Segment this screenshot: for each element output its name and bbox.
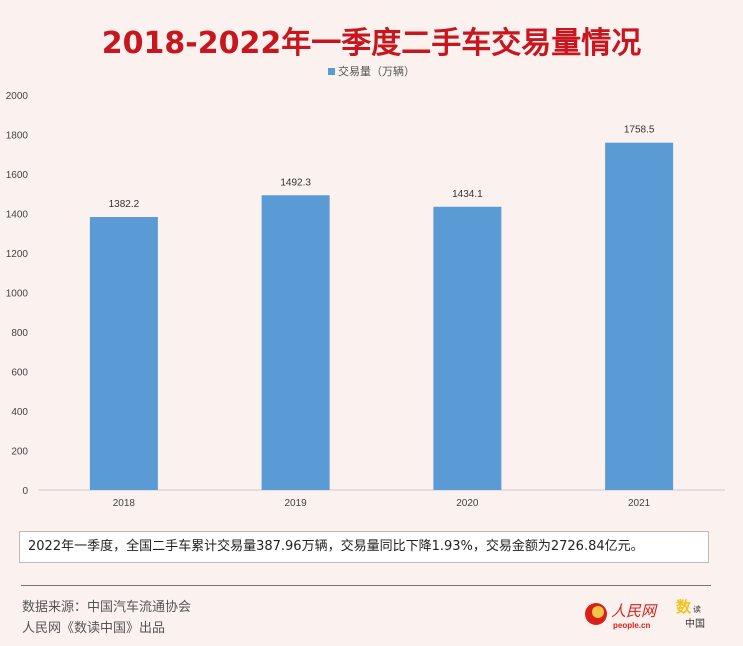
y-tick-label: 1600	[6, 170, 29, 181]
svg-text:数: 数	[676, 598, 692, 616]
data-label: 1382.2	[109, 199, 140, 210]
bar	[605, 142, 674, 491]
y-tick-label: 400	[11, 407, 28, 418]
x-tick-label: 2018	[113, 498, 136, 509]
y-tick-label: 800	[11, 328, 28, 339]
data-label: 1758.5	[624, 125, 655, 136]
legend: 交易量（万辆）	[0, 63, 743, 79]
x-tick-label: 2019	[285, 498, 308, 509]
legend-label: 交易量（万辆）	[338, 65, 415, 78]
svg-text:人民网: 人民网	[611, 602, 658, 620]
svg-text:读: 读	[693, 604, 701, 614]
bar	[261, 195, 330, 490]
y-tick-label: 1400	[6, 210, 29, 221]
divider	[21, 585, 711, 586]
svg-text:people.cn: people.cn	[613, 621, 650, 630]
chart-title: 2018-2022年一季度二手车交易量情况	[101, 26, 642, 61]
svg-text:中国: 中国	[685, 617, 705, 630]
y-tick-label: 2000	[6, 91, 29, 102]
x-tick-label: 2021	[628, 498, 651, 509]
data-source: 数据来源：中国汽车流通协会	[22, 600, 192, 615]
shudu-logo: 数 读 中国	[676, 598, 705, 630]
y-tick-label: 1200	[6, 249, 29, 260]
bar	[433, 206, 502, 490]
x-tick-label: 2020	[456, 498, 479, 509]
data-label: 1434.1	[452, 189, 483, 200]
y-tick-label: 1000	[6, 289, 29, 300]
summary-note: 2022年一季度，全国二手车累计交易量387.96万辆，交易量同比下降1.93%…	[19, 531, 709, 563]
bar	[89, 217, 158, 490]
y-tick-label: 200	[11, 447, 28, 458]
producer-credit: 人民网《数读中国》出品	[22, 621, 166, 636]
legend-swatch	[328, 68, 335, 75]
bar-chart: 0 200 400 600 800 1000 1200 1400 1600 1800 2000 138…	[6, 91, 725, 509]
people-logo: 人民网 people.cn	[585, 602, 658, 630]
data-label: 1492.3	[280, 177, 311, 188]
y-tick-label: 600	[11, 368, 28, 379]
y-tick-label: 1800	[6, 131, 29, 142]
y-tick-label: 0	[22, 486, 28, 497]
